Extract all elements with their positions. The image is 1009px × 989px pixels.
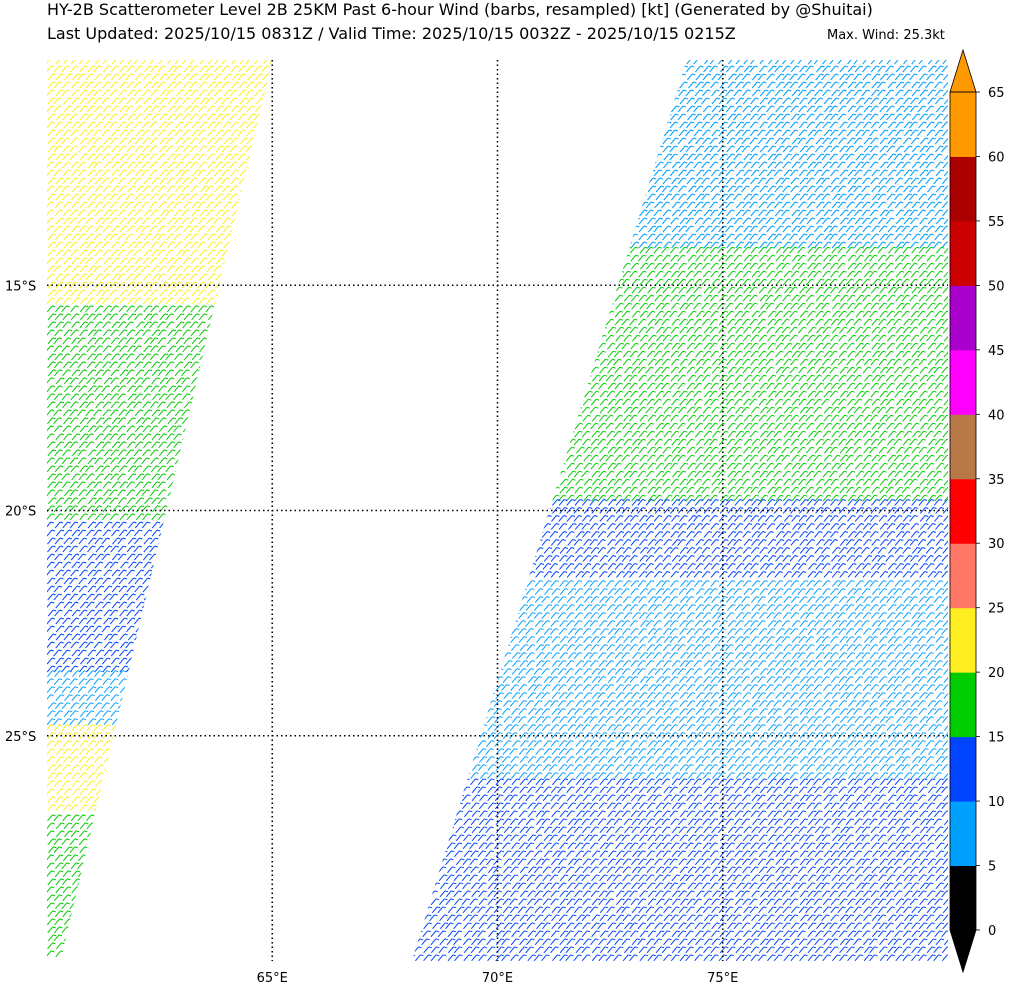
latitude-label: 25°S bbox=[5, 730, 36, 745]
colorbar-tick-label: 65 bbox=[988, 86, 1005, 101]
eastern-swath bbox=[411, 60, 948, 961]
colorbar-bin bbox=[950, 736, 976, 802]
eastern-swath-region bbox=[411, 60, 948, 249]
colorbar-tick-label: 0 bbox=[988, 924, 996, 939]
western-swath-region bbox=[47, 521, 273, 673]
colorbar-bin bbox=[950, 285, 976, 351]
colorbar-tick-label: 55 bbox=[988, 215, 1005, 230]
longitude-label: 65°E bbox=[257, 971, 288, 986]
colorbar-bin bbox=[950, 478, 976, 544]
colorbar-bin bbox=[950, 414, 976, 480]
colorbar-tick-label: 50 bbox=[988, 279, 1005, 294]
latitude-label: 15°S bbox=[5, 279, 36, 294]
colorbar-tick-label: 25 bbox=[988, 602, 1005, 617]
colorbar-bin bbox=[950, 156, 976, 222]
colorbar-tick-label: 15 bbox=[988, 731, 1005, 746]
latitude-label: 20°S bbox=[5, 505, 36, 520]
eastern-swath-region bbox=[411, 580, 948, 779]
colorbar-bin bbox=[950, 220, 976, 286]
colorbar-tick-label: 35 bbox=[988, 473, 1005, 488]
western-swath-region bbox=[47, 60, 273, 305]
colorbar-tick-label: 45 bbox=[988, 344, 1005, 359]
colorbar-under-arrow bbox=[949, 929, 977, 974]
eastern-swath-region bbox=[411, 246, 948, 502]
colorbar-tick-label: 10 bbox=[988, 795, 1005, 810]
colorbar-frame bbox=[949, 91, 977, 931]
wind-swaths bbox=[47, 60, 948, 961]
colorbar-bin bbox=[950, 349, 976, 415]
colorbar-tick-label: 40 bbox=[988, 408, 1005, 423]
wind-speed-colorbar: 0 5 10 15 20 25 30 35 40 45 50 55 60 65 bbox=[949, 48, 1005, 974]
map-title-line2: Last Updated: 2025/10/15 0831Z / Valid T… bbox=[47, 24, 736, 43]
colorbar-tick-label: 20 bbox=[988, 666, 1005, 681]
max-wind-label: Max. Wind: 25.3kt bbox=[827, 28, 945, 43]
graticule bbox=[47, 60, 948, 961]
colorbar-bin bbox=[950, 543, 976, 609]
colorbar-bin bbox=[950, 801, 976, 867]
colorbar-bin bbox=[950, 92, 976, 157]
colorbar-bin bbox=[950, 672, 976, 738]
colorbar-over-arrow bbox=[949, 48, 977, 93]
colorbar-tick-label: 5 bbox=[988, 860, 996, 875]
western-swath-region bbox=[47, 670, 273, 726]
eastern-swath-region bbox=[411, 499, 948, 578]
axis-labels: 15°S 20°S 25°S 65°E 70°E 75°E bbox=[5, 279, 738, 986]
western-swath bbox=[47, 60, 273, 958]
eastern-swath-region bbox=[411, 778, 948, 961]
map-title-line1: HY-2B Scatterometer Level 2B 25KM Past 6… bbox=[47, 0, 873, 19]
longitude-label: 70°E bbox=[482, 971, 513, 986]
colorbar-tick-label: 60 bbox=[988, 150, 1005, 165]
colorbar-bin bbox=[950, 865, 976, 931]
colorbar-tick-label: 30 bbox=[988, 537, 1005, 552]
colorbar-bin bbox=[950, 607, 976, 673]
longitude-label: 75°E bbox=[707, 971, 738, 986]
